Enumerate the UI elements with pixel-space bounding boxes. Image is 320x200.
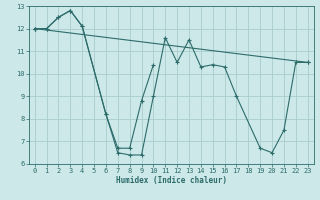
X-axis label: Humidex (Indice chaleur): Humidex (Indice chaleur): [116, 176, 227, 185]
